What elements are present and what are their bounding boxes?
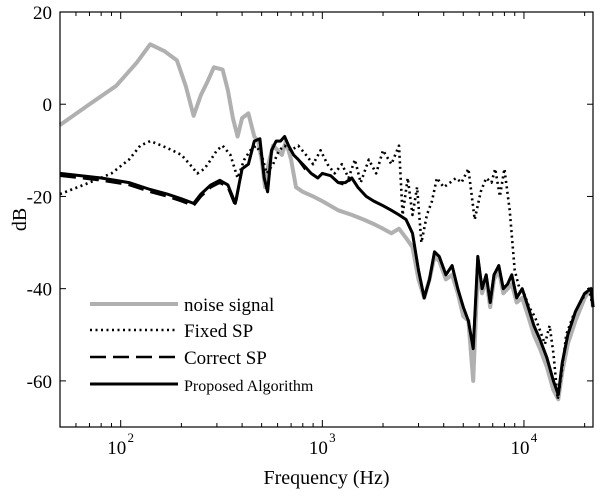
y-tick-label: -20 [27, 187, 52, 208]
x-tick-label-exponent: 2 [127, 430, 134, 445]
legend-label-correct-sp: Correct SP [184, 348, 267, 369]
y-tick-label: 20 [33, 3, 52, 24]
series-noise-signal-line [58, 42, 595, 402]
y-axis-label: dB [9, 208, 31, 231]
x-tick-label-exponent: 3 [329, 430, 336, 445]
legend-label-noise-signal: noise signal [184, 295, 274, 316]
x-tick-label-base: 10 [309, 438, 328, 459]
legend: noise signal Fixed SP Correct SP Proposed A… [90, 295, 314, 395]
x-tick-label-base: 10 [510, 438, 529, 459]
legend-label-fixed-sp: Fixed SP [184, 321, 253, 342]
legend-label-proposed-algorithm: Proposed Algorithm [184, 378, 314, 395]
y-tick-label: -60 [27, 372, 52, 393]
x-axis-label: Frequency (Hz) [263, 467, 389, 489]
series-layer [58, 42, 595, 402]
series-proposed-algorithm-line [59, 135, 595, 397]
y-tick-label: 0 [43, 95, 53, 116]
series-fixed-sp-line [59, 139, 595, 401]
y-tick-label: -40 [27, 280, 52, 301]
y-axis-ticks: 20 0 -20 -40 -60 [27, 3, 593, 393]
x-tick-label-base: 10 [107, 438, 126, 459]
plot-frame [59, 11, 594, 428]
x-tick-label-exponent: 4 [531, 430, 538, 445]
